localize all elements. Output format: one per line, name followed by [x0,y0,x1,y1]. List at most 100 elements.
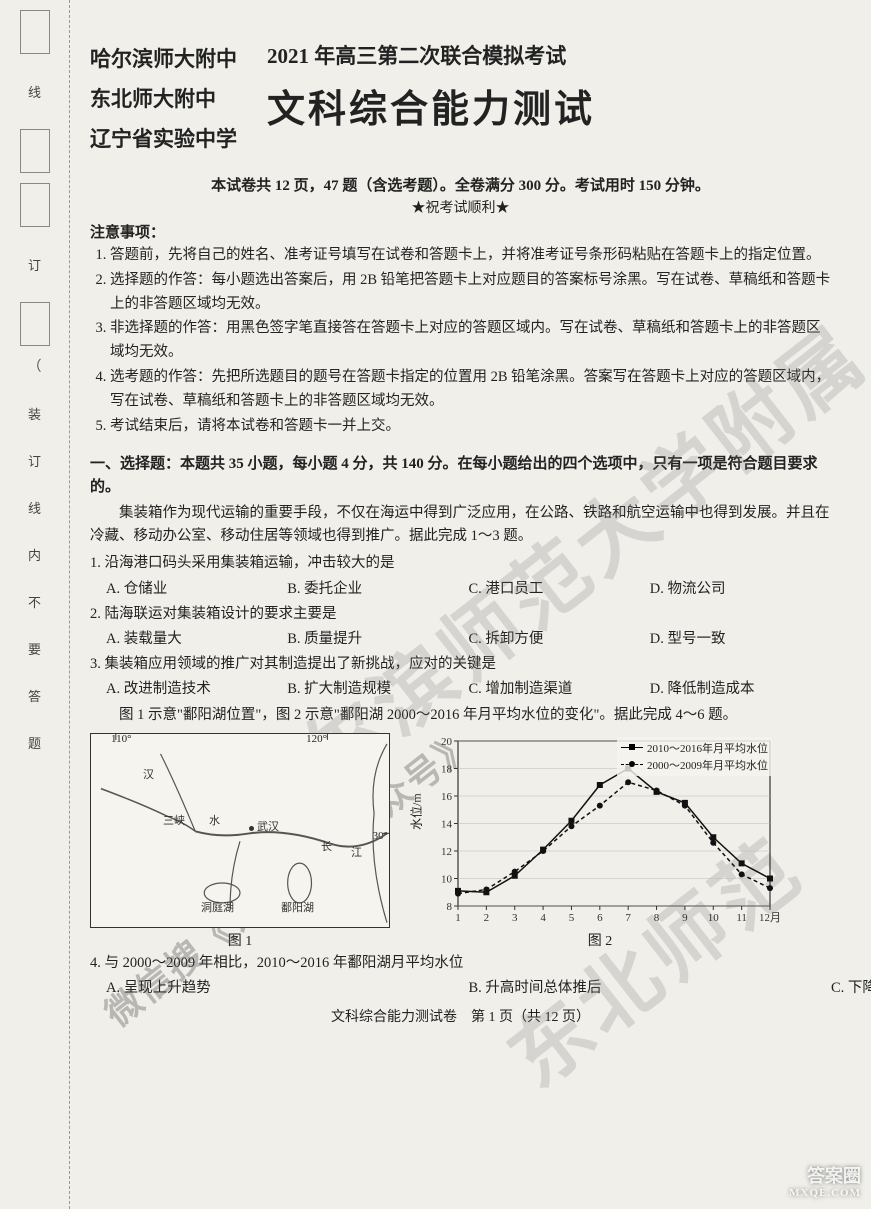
margin-char: 装 [0,404,69,423]
figure-intro: 图 1 示意"鄱阳湖位置"，图 2 示意"鄱阳湖 2000～2016 年月平均水… [90,704,831,727]
options-row: A. 装载量大B. 质量提升C. 拆卸方便D. 型号一致 [90,628,831,651]
figure-caption: 图 2 [420,930,780,950]
instruction-item: 考试结束后，请将本试卷和答题卡一并上交。 [110,415,831,439]
legend-label: 2000～2009年月平均水位 [647,757,768,773]
instruction-item: 选择题的作答：每小题选出答案后，用 2B 铅笔把答题卡上对应题目的答案标号涂黑。… [110,269,831,317]
svg-text:6: 6 [597,912,603,924]
map-city-dot [249,826,254,831]
corner-watermark: 答案圈 MXQE.COM [789,1167,861,1199]
map-label: 水 [209,812,220,828]
svg-text:4: 4 [540,912,546,924]
option: A. 呈现上升趋势 [106,977,469,1000]
figure-caption: 图 1 [90,930,390,950]
margin-char: 不 [0,592,69,611]
exam-title: 文科综合能力测试 [267,78,831,133]
map-svg [91,734,389,928]
legend-label: 2010～2016年月平均水位 [647,740,768,756]
svg-text:5: 5 [569,912,575,924]
exam-page: 哈尔滨师范大学附属 东北师范 微信搜《试卷答案公众号》 线 订 （ 装 订 线 … [0,0,871,1209]
svg-text:18: 18 [441,763,453,775]
figure-2: 水位/m 2010～2016年月平均水位 2000～2009年月平均水位 810… [420,733,780,950]
header: 哈尔滨师大附中 东北师大附中 辽宁省实验中学 2021 年高三第二次联合模拟考试… [90,40,831,160]
option: C. 拆卸方便 [469,628,650,651]
svg-text:12: 12 [441,846,452,858]
option: B. 扩大制造规模 [287,678,468,701]
corner-sub: MXQE.COM [789,1187,861,1199]
corner-main: 答案圈 [789,1167,861,1187]
map-label: 长 [321,838,332,854]
question: 3. 集装箱应用领域的推广对其制造提出了新挑战，应对的关键是 [90,653,831,676]
svg-text:14: 14 [441,818,453,830]
chart-ylabel: 水位/m [408,794,425,831]
question: 1. 沿海港口码头采用集装箱运输，冲击较大的是 [90,552,831,575]
option: D. 降低制造成本 [650,678,831,701]
chart-legend: 2010～2016年月平均水位 2000～2009年月平均水位 [617,737,772,776]
svg-text:1: 1 [455,912,461,924]
question: 4. 与 2000～2009 年相比，2010～2016 年鄱阳湖月平均水位 [90,952,831,975]
options-row: A. 改进制造技术B. 扩大制造规模C. 增加制造渠道D. 降低制造成本 [90,678,831,701]
school-list: 哈尔滨师大附中 东北师大附中 辽宁省实验中学 [90,40,237,160]
option: A. 仓储业 [106,578,287,601]
options-row: A. 仓储业B. 委托企业C. 港口员工D. 物流公司 [90,578,831,601]
option: C. 港口员工 [469,578,650,601]
title-block: 2021 年高三第二次联合模拟考试 文科综合能力测试 [267,40,831,133]
chart: 水位/m 2010～2016年月平均水位 2000～2009年月平均水位 810… [420,733,780,928]
school-name: 东北师大附中 [90,80,237,120]
svg-text:7: 7 [625,912,631,924]
section-title: 一、选择题：本题共 35 小题，每小题 4 分，共 140 分。在每小题给出的四… [90,453,831,498]
map-label: 汉 [143,766,154,782]
margin-char: 答 [0,686,69,705]
svg-text:3: 3 [512,912,518,924]
map-label: 三峡 [163,812,185,828]
option: C. 增加制造渠道 [469,678,650,701]
instructions-list: 答题前，先将自己的姓名、准考证号填写在试卷和答题卡上，并将准考证号条形码粘贴在答… [90,244,831,439]
margin-char: 订 [0,255,69,274]
passage: 集装箱作为现代运输的重要手段，不仅在海运中得到广泛应用，在公路、铁路和航空运输中… [90,502,831,548]
svg-text:12月: 12月 [759,912,780,924]
option: D. 物流公司 [650,578,831,601]
figure-1: 110° 120° 30° [90,733,390,950]
figures-row: 110° 120° 30° [90,733,831,950]
option: A. 改进制造技术 [106,678,287,701]
svg-text:20: 20 [441,736,453,748]
svg-text:9: 9 [682,912,688,924]
binding-margin: 线 订 （ 装 订 线 内 不 要 答 题 [0,0,70,1209]
svg-text:11: 11 [736,912,747,924]
page-footer: 文科综合能力测试卷 第 1 页（共 12 页） [90,1006,831,1026]
option: D. 型号一致 [650,628,831,651]
school-name: 哈尔滨师大附中 [90,40,237,80]
question: 2. 陆海联运对集装箱设计的要求主要是 [90,603,831,626]
option: A. 装载量大 [106,628,287,651]
exam-meta: 本试卷共 12 页，47 题（含选考题）。全卷满分 300 分。考试用时 150… [90,174,831,195]
questions-block: 1. 沿海港口码头采用集装箱运输，冲击较大的是 A. 仓储业B. 委托企业C. 港… [90,552,831,701]
margin-char: 订 [0,451,69,470]
svg-text:8: 8 [447,901,453,913]
map-label: 鄱阳湖 [281,899,314,915]
svg-text:2: 2 [484,912,490,924]
option: C. 下降速度较快 [831,977,871,1000]
svg-text:10: 10 [441,873,453,885]
instruction-item: 选考题的作答：先把所选题目的题号在答题卡指定的位置用 2B 铅笔涂黑。答案写在答… [110,366,831,414]
svg-text:16: 16 [441,791,453,803]
map-label: 武汉 [257,818,279,834]
good-luck: ★祝考试顺利★ [90,197,831,217]
margin-char: 题 [0,733,69,752]
option: B. 升高时间总体推后 [469,977,832,1000]
svg-text:8: 8 [654,912,660,924]
instruction-item: 非选择题的作答：用黑色签字笔直接答在答题卡上对应的答题区域内。写在试卷、草稿纸和… [110,317,831,365]
options-row: A. 呈现上升趋势B. 升高时间总体推后C. 下降速度较快D. 降低时间总体推后 [90,977,831,1000]
map: 110° 120° 30° [90,733,390,928]
map-label: 洞庭湖 [201,899,234,915]
margin-char: 线 [0,82,69,101]
question-4: 4. 与 2000～2009 年相比，2010～2016 年鄱阳湖月平均水位A.… [90,952,831,1000]
map-label: 江 [351,844,362,860]
school-name: 辽宁省实验中学 [90,120,237,160]
instruction-item: 答题前，先将自己的姓名、准考证号填写在试卷和答题卡上，并将准考证号条形码粘贴在答… [110,244,831,268]
svg-text:10: 10 [708,912,720,924]
margin-char: 线 [0,498,69,517]
margin-char: 内 [0,545,69,564]
exam-subtitle: 2021 年高三第二次联合模拟考试 [267,40,831,70]
notice-heading: 注意事项： [90,221,831,242]
margin-char: 要 [0,639,69,658]
option: B. 委托企业 [287,578,468,601]
